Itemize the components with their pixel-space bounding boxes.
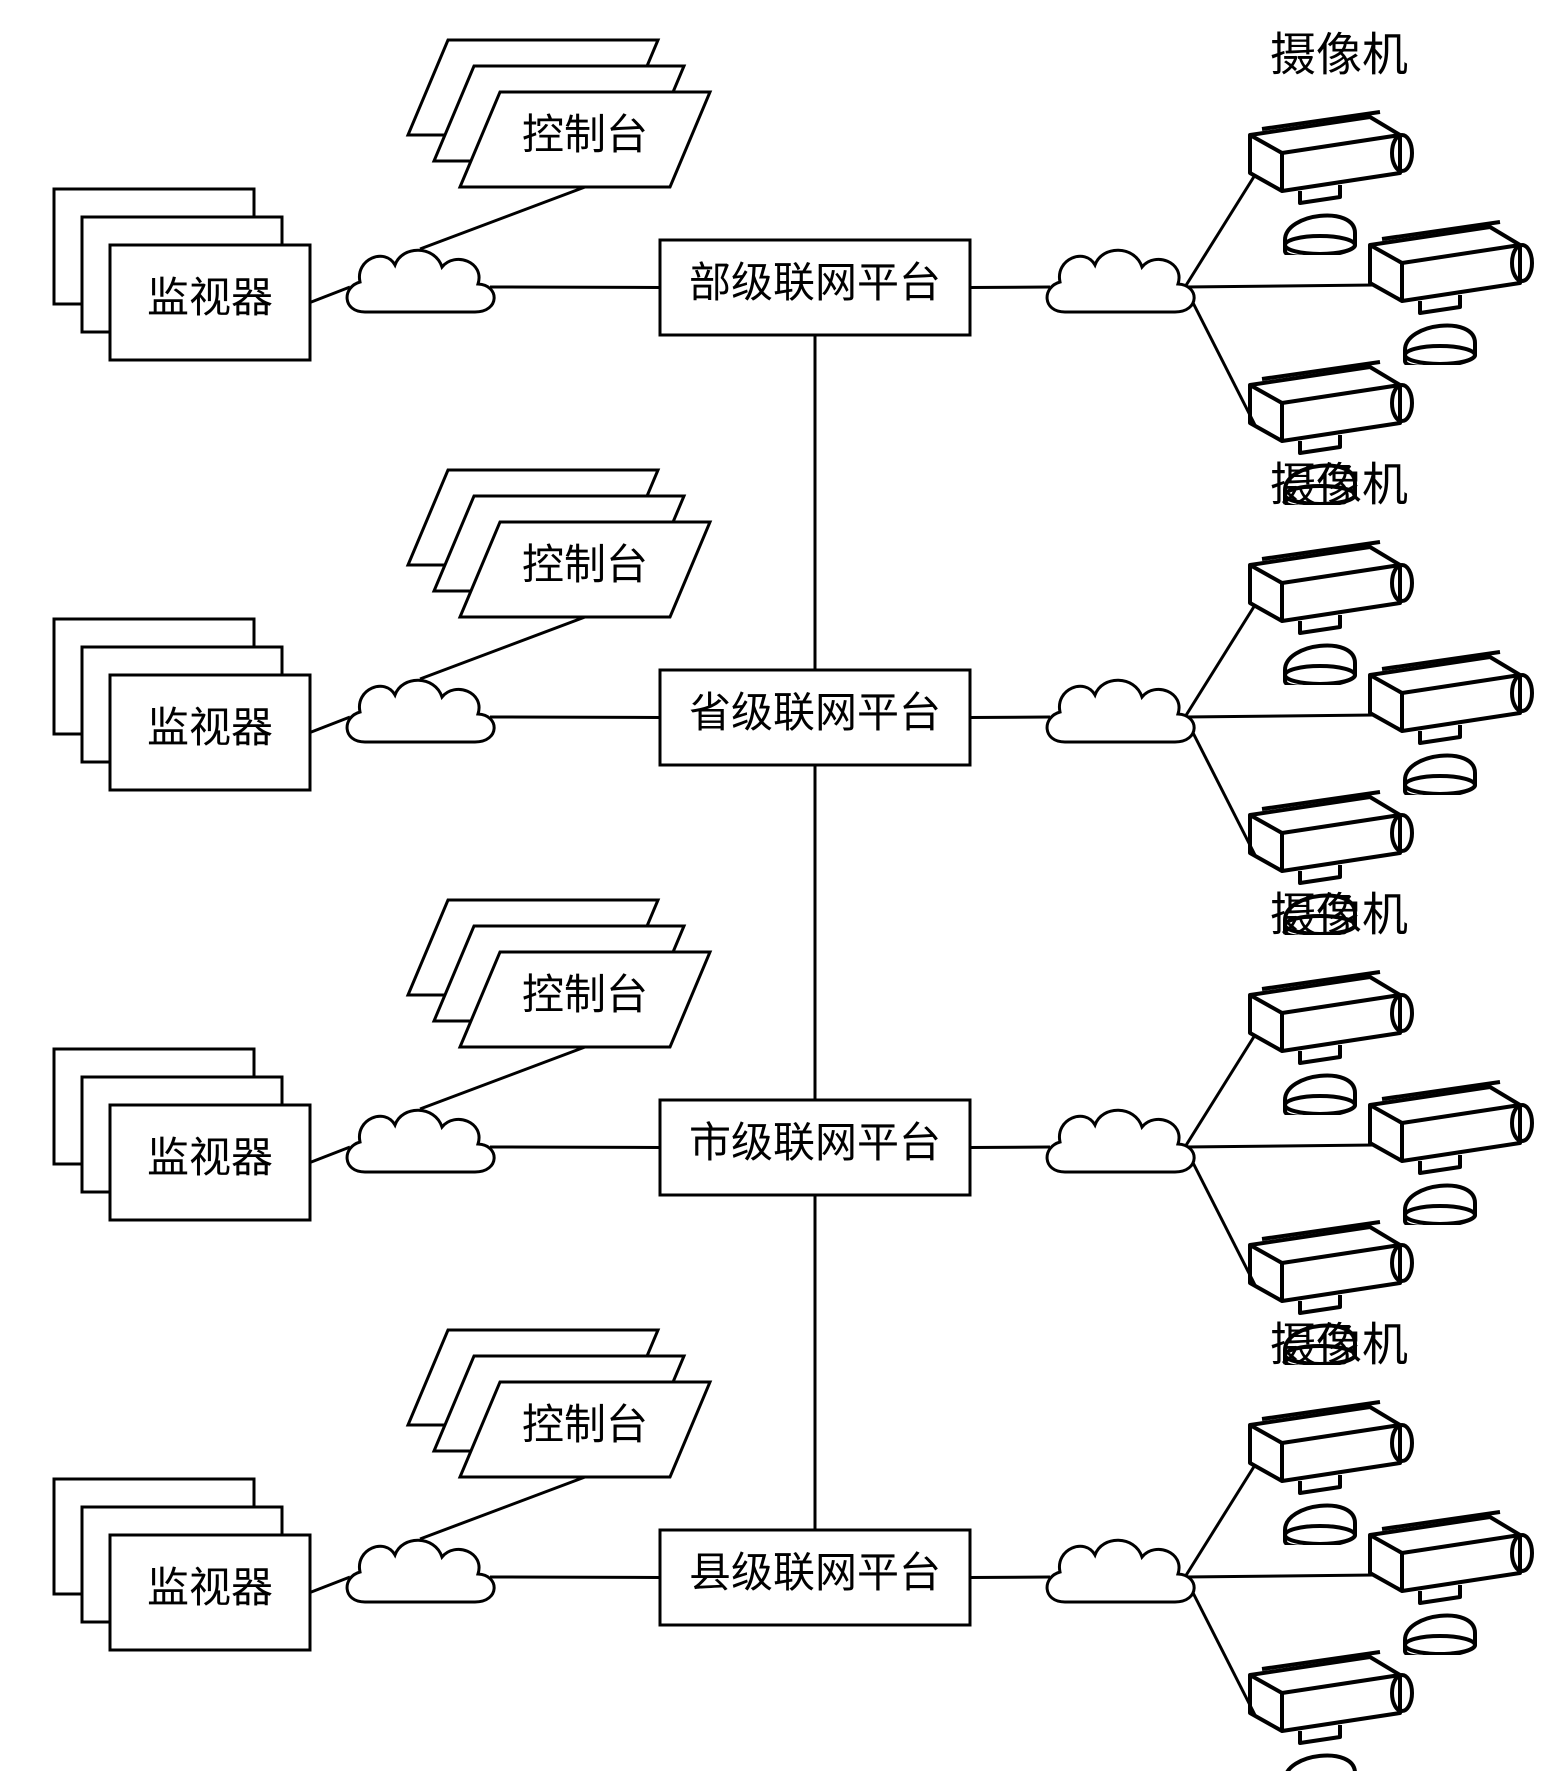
camera-group-label: 摄像机 (1270, 460, 1408, 511)
svg-text:控制台: 控制台 (522, 113, 648, 159)
console-stack: 控制台 (408, 40, 710, 187)
link-rightcloud-camera (1185, 1575, 1375, 1577)
svg-text:监视器: 监视器 (147, 1136, 273, 1182)
cloud-right (1047, 1110, 1194, 1172)
link-leftcloud-console (420, 187, 585, 249)
console-stack: 控制台 (408, 1330, 710, 1477)
link-rightcloud-camera (1185, 287, 1255, 425)
link-platform-leftcloud (490, 1147, 660, 1148)
platform-label: 省级联网平台 (689, 691, 941, 737)
cloud-left (347, 680, 494, 742)
cloud-left (347, 1540, 494, 1602)
link-platform-leftcloud (490, 717, 660, 718)
diagram-canvas: 部级联网平台监视器控制台摄像机省级联网平台监视器控制台摄像机市级联网平台监视器控… (0, 0, 1568, 1771)
camera-group-label: 摄像机 (1270, 1320, 1408, 1371)
camera-icon (1250, 1652, 1412, 1771)
platform-label: 县级联网平台 (689, 1551, 941, 1597)
link-platform-leftcloud (490, 287, 660, 288)
camera-icon (1250, 542, 1412, 687)
link-leftcloud-console (420, 1047, 585, 1109)
link-leftcloud-console (420, 617, 585, 679)
svg-text:控制台: 控制台 (522, 543, 648, 589)
camera-icon (1250, 112, 1412, 257)
svg-text:监视器: 监视器 (147, 1566, 273, 1612)
svg-text:控制台: 控制台 (522, 1403, 648, 1449)
link-leftcloud-monitor (310, 717, 350, 733)
link-platform-rightcloud (970, 1577, 1050, 1578)
link-platform-leftcloud (490, 1577, 660, 1578)
monitor-stack: 监视器 (54, 1479, 310, 1650)
nodes-layer: 部级联网平台监视器控制台摄像机省级联网平台监视器控制台摄像机市级联网平台监视器控… (54, 30, 1532, 1771)
camera-group-label: 摄像机 (1270, 890, 1408, 941)
svg-text:监视器: 监视器 (147, 706, 273, 752)
link-leftcloud-monitor (310, 1147, 350, 1163)
platform-label: 市级联网平台 (689, 1120, 941, 1167)
platform-box: 部级联网平台 (660, 240, 970, 335)
link-rightcloud-camera (1185, 715, 1375, 717)
cloud-right (1047, 680, 1194, 742)
console-stack: 控制台 (408, 470, 710, 617)
link-rightcloud-camera (1185, 605, 1255, 717)
camera-group-label: 摄像机 (1270, 30, 1408, 81)
monitor-stack: 监视器 (54, 189, 310, 360)
link-leftcloud-monitor (310, 287, 350, 303)
console-stack: 控制台 (408, 900, 710, 1047)
camera-icon (1370, 222, 1532, 367)
camera-icon (1370, 652, 1532, 797)
monitor-stack: 监视器 (54, 1049, 310, 1220)
platform-box: 省级联网平台 (660, 670, 970, 765)
link-rightcloud-camera (1185, 1035, 1255, 1147)
svg-text:控制台: 控制台 (522, 973, 648, 1019)
link-platform-rightcloud (970, 717, 1050, 718)
cloud-right (1047, 1540, 1194, 1602)
camera-icon (1370, 1082, 1532, 1227)
link-leftcloud-monitor (310, 1577, 350, 1593)
link-rightcloud-camera (1185, 285, 1375, 287)
cloud-left (347, 250, 494, 312)
camera-icon (1250, 1402, 1412, 1547)
link-platform-rightcloud (970, 287, 1050, 288)
link-leftcloud-console (420, 1477, 585, 1539)
camera-icon (1250, 972, 1412, 1117)
link-rightcloud-camera (1185, 1147, 1255, 1285)
link-rightcloud-camera (1185, 717, 1255, 855)
link-rightcloud-camera (1185, 1465, 1255, 1577)
link-platform-rightcloud (970, 1147, 1050, 1148)
platform-label: 部级联网平台 (689, 261, 941, 307)
link-rightcloud-camera (1185, 1577, 1255, 1715)
platform-box: 市级联网平台 (660, 1100, 970, 1195)
link-rightcloud-camera (1185, 1145, 1375, 1147)
camera-icon (1370, 1512, 1532, 1657)
platform-box: 县级联网平台 (660, 1530, 970, 1625)
cloud-right (1047, 250, 1194, 312)
svg-text:监视器: 监视器 (147, 276, 273, 322)
monitor-stack: 监视器 (54, 619, 310, 790)
link-rightcloud-camera (1185, 175, 1255, 287)
cloud-left (347, 1110, 494, 1172)
